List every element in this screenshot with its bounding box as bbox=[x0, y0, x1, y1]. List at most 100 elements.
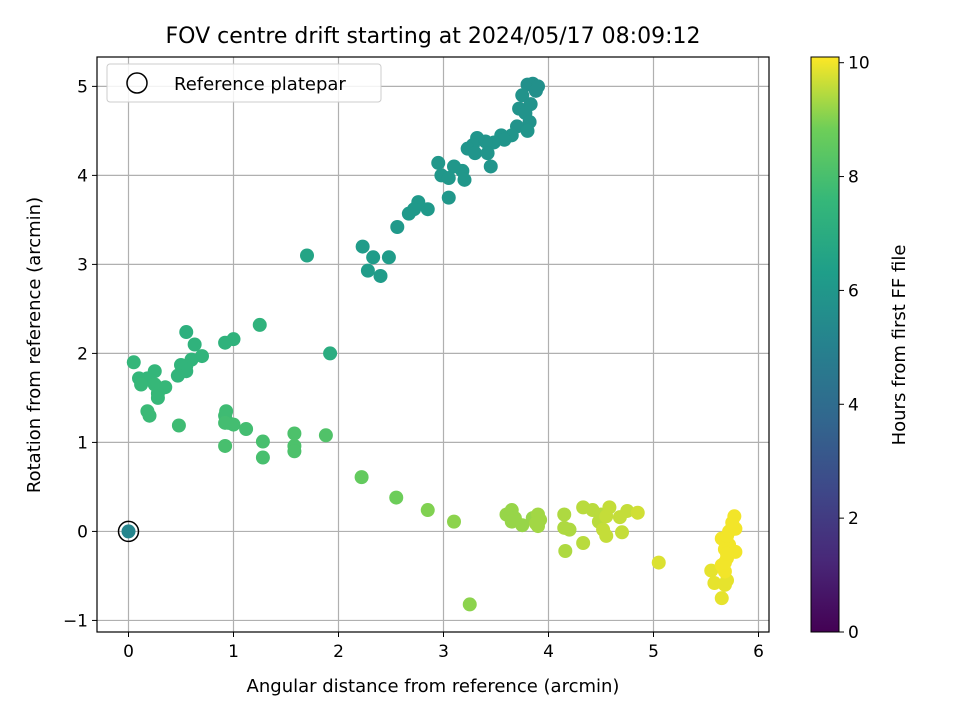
data-point bbox=[134, 377, 149, 392]
legend-marker-reference bbox=[126, 72, 148, 94]
data-point bbox=[714, 591, 729, 606]
data-point bbox=[389, 490, 404, 505]
data-point bbox=[602, 500, 617, 515]
data-point bbox=[195, 349, 209, 364]
colorbar-tick-label: 2 bbox=[848, 509, 859, 529]
data-point bbox=[318, 428, 333, 443]
data-point bbox=[360, 263, 375, 278]
data-point bbox=[520, 123, 535, 138]
y-tick-label: 3 bbox=[77, 255, 88, 275]
data-point bbox=[179, 325, 194, 340]
x-tick-label: 1 bbox=[228, 642, 239, 662]
colorbar-tick-label: 4 bbox=[848, 395, 859, 415]
data-point bbox=[720, 546, 734, 561]
data-point bbox=[300, 248, 314, 263]
colorbar-tick-label: 10 bbox=[848, 54, 870, 74]
colorbar-ticks: 0 2 4 6 8 10 bbox=[839, 54, 870, 643]
data-point bbox=[171, 418, 186, 433]
data-point bbox=[401, 206, 416, 221]
data-point bbox=[431, 155, 446, 170]
y-axis-label: Rotation from reference (arcmin) bbox=[24, 197, 45, 493]
colorbar-tick-label: 6 bbox=[848, 281, 859, 301]
y-tick-label: 0 bbox=[77, 522, 88, 542]
data-point bbox=[558, 544, 573, 559]
data-point bbox=[287, 426, 302, 441]
legend: Reference platepar bbox=[106, 63, 382, 103]
data-point bbox=[126, 355, 141, 370]
y-tick-label: 1 bbox=[77, 433, 88, 453]
data-point bbox=[557, 507, 572, 522]
data-point bbox=[599, 528, 614, 543]
data-point bbox=[447, 514, 461, 529]
data-point bbox=[287, 444, 302, 459]
chart-title: FOV centre drift starting at 2024/05/17 … bbox=[166, 24, 701, 49]
data-point bbox=[515, 518, 530, 533]
data-point bbox=[252, 317, 267, 332]
data-point bbox=[497, 132, 512, 147]
data-point bbox=[255, 434, 270, 449]
data-point bbox=[218, 438, 233, 453]
data-point bbox=[528, 83, 543, 98]
data-point bbox=[483, 159, 498, 174]
x-tick-label: 0 bbox=[123, 642, 134, 662]
colorbar-tick-label: 8 bbox=[848, 168, 859, 188]
data-point bbox=[707, 576, 722, 591]
points-layer bbox=[117, 76, 743, 612]
data-point bbox=[255, 450, 270, 465]
data-point bbox=[447, 159, 461, 174]
y-tick-label: 5 bbox=[77, 77, 88, 97]
grid bbox=[97, 57, 769, 632]
data-point bbox=[142, 408, 157, 423]
x-tick-label: 3 bbox=[438, 642, 449, 662]
data-point bbox=[187, 337, 202, 352]
y-tick-label: 4 bbox=[77, 166, 88, 186]
data-point bbox=[562, 522, 577, 537]
data-point bbox=[528, 516, 543, 531]
colorbar-tick-label: 0 bbox=[848, 623, 859, 643]
data-point bbox=[441, 171, 456, 186]
data-point bbox=[704, 563, 719, 578]
data-point bbox=[150, 390, 165, 405]
data-point bbox=[323, 346, 338, 361]
data-point bbox=[354, 470, 369, 485]
data-point bbox=[239, 422, 254, 437]
data-point bbox=[366, 250, 381, 265]
data-point bbox=[480, 146, 495, 161]
data-point bbox=[651, 555, 666, 570]
data-point bbox=[355, 239, 370, 254]
data-point bbox=[218, 415, 233, 430]
y-tick-label: −1 bbox=[63, 611, 88, 631]
data-point bbox=[576, 535, 591, 550]
data-point bbox=[121, 524, 136, 539]
data-point bbox=[515, 88, 530, 103]
data-point bbox=[441, 190, 456, 205]
x-tick-label: 6 bbox=[753, 642, 764, 662]
data-point bbox=[381, 250, 396, 265]
data-point bbox=[226, 332, 241, 347]
data-point bbox=[457, 172, 472, 187]
data-point bbox=[373, 268, 388, 283]
data-point bbox=[615, 525, 629, 540]
colorbar-label: Hours from first FF file bbox=[889, 245, 910, 446]
reference-platepar-marker bbox=[117, 520, 140, 543]
data-point bbox=[727, 509, 742, 524]
plot-frame bbox=[96, 56, 770, 633]
legend-box bbox=[106, 63, 382, 103]
data-point bbox=[504, 514, 519, 529]
data-point bbox=[630, 505, 645, 520]
data-point bbox=[468, 146, 482, 161]
legend-label-reference: Reference platepar bbox=[174, 74, 346, 95]
y-tick-label: 2 bbox=[77, 344, 88, 364]
x-axis-label: Angular distance from reference (arcmin) bbox=[247, 676, 620, 697]
x-tick-label: 2 bbox=[333, 642, 344, 662]
x-tick-label: 5 bbox=[648, 642, 659, 662]
data-point bbox=[420, 503, 435, 518]
colorbar bbox=[810, 56, 840, 633]
data-point bbox=[170, 368, 185, 383]
data-point bbox=[462, 597, 477, 612]
x-tick-label: 4 bbox=[543, 642, 554, 662]
data-point bbox=[620, 503, 635, 518]
data-point bbox=[390, 220, 405, 235]
